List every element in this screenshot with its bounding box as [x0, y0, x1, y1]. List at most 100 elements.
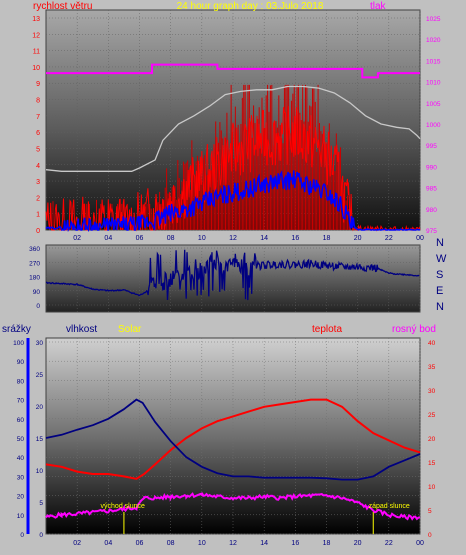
p1-left-tick-label: 10	[32, 65, 40, 72]
wind-speed-label: rychlost větru	[33, 1, 92, 12]
p3-temperature-tick-label: 15	[428, 460, 436, 467]
p1-left-tick-label: 2	[36, 195, 40, 202]
p2-compass-label: E	[436, 285, 443, 297]
p1-right-tick-label: 1005	[426, 101, 441, 108]
p3-humidity-tick-label: 0	[39, 532, 43, 539]
p3-precip-tick-label: 50	[17, 436, 25, 443]
p3-precip-tick-label: 90	[17, 359, 25, 366]
p1-time-tick-label: 10	[198, 235, 206, 242]
p3-precip-tick-label: 10	[17, 513, 25, 520]
p1-time-tick-label: 02	[73, 235, 81, 242]
p3-temperature-tick-label: 30	[428, 388, 436, 395]
p1-right-tick-label: 990	[426, 164, 437, 171]
p3-humidity-tick-label: 20	[36, 404, 44, 411]
p1-left-tick-label: 7	[36, 114, 40, 121]
p1-time-tick-label: 12	[229, 235, 237, 242]
temperature-label: teplota	[312, 324, 342, 335]
pressure-label: tlak	[370, 1, 387, 12]
p3-humidity-tick-label: 15	[36, 436, 44, 443]
p1-left-tick-label: 12	[32, 32, 40, 39]
sun-event-label: východ slunce	[101, 503, 145, 510]
pressure-line	[46, 63, 420, 79]
p3-time-tick-label: 04	[104, 540, 112, 547]
p1-time-tick-label: 04	[104, 235, 112, 242]
p3-humidity-tick-label: 10	[36, 468, 44, 475]
p3-precip-tick-label: 60	[17, 417, 25, 424]
p3-temperature-tick-label: 0	[428, 532, 432, 539]
p1-left-tick-label: 11	[33, 49, 40, 56]
p2-compass-label: N	[436, 301, 444, 313]
wind-average-line	[45, 170, 421, 233]
p1-right-tick-label: 980	[426, 207, 437, 214]
solar-label: Solar	[118, 324, 142, 335]
p3-time-tick-label: 22	[385, 540, 393, 547]
p3-precip-tick-label: 30	[17, 474, 25, 481]
p2-left-tick-label: 0	[36, 303, 40, 310]
p3-temperature-tick-label: 20	[428, 436, 436, 443]
p1-left-tick-label: 9	[36, 81, 40, 88]
p1-right-tick-label: 1025	[426, 16, 441, 23]
p1-left-tick-label: 1	[36, 212, 40, 219]
p3-time-tick-label: 08	[167, 540, 175, 547]
p1-right-tick-label: 975	[426, 228, 437, 235]
p2-left-tick-label: 90	[33, 289, 41, 296]
p1-right-tick-label: 1015	[426, 58, 441, 65]
p2-compass-label: S	[436, 269, 443, 281]
p3-time-tick-label: 06	[136, 540, 144, 547]
p1-left-tick-label: 5	[36, 146, 40, 153]
p3-time-tick-label: 18	[323, 540, 331, 547]
wind-direction-line	[45, 249, 420, 301]
p1-right-tick-label: 985	[426, 186, 437, 193]
p3-temperature-tick-label: 25	[428, 412, 436, 419]
p3-temperature-tick-label: 5	[428, 508, 432, 515]
p3-precip-tick-label: 0	[20, 532, 24, 539]
p1-right-tick-label: 995	[426, 143, 437, 150]
panel1-axis-labels: 0123456789101112139759809859909951000100…	[32, 16, 441, 242]
p2-compass-label: W	[436, 253, 447, 265]
p3-time-tick-label: 16	[291, 540, 299, 547]
p1-time-tick-label: 08	[167, 235, 175, 242]
p1-left-tick-label: 13	[32, 16, 40, 23]
p1-left-tick-label: 0	[36, 228, 40, 235]
p3-temperature-tick-label: 35	[428, 364, 436, 371]
p1-left-tick-label: 6	[36, 130, 40, 137]
panel3-marks	[45, 398, 421, 534]
p3-humidity-tick-label: 30	[36, 340, 44, 347]
p3-humidity-tick-label: 5	[39, 500, 43, 507]
p1-time-tick-label: 16	[291, 235, 299, 242]
p3-time-tick-label: 14	[260, 540, 268, 547]
p3-precip-tick-label: 20	[17, 494, 25, 501]
p1-time-tick-label: 18	[323, 235, 331, 242]
p3-time-tick-label: 12	[229, 540, 237, 547]
p1-time-tick-label: 06	[136, 235, 144, 242]
dewpoint-line	[45, 492, 421, 521]
p1-time-tick-label: 14	[260, 235, 268, 242]
temperature-humidity-panel: 0102030405060708090100051015202530051015…	[2, 324, 436, 547]
panel2-marks	[45, 249, 420, 301]
p1-right-tick-label: 1010	[426, 80, 441, 87]
wind-pressure-panel: 0123456789101112139759809859909951000100…	[32, 1, 441, 242]
p1-time-tick-label: 22	[385, 235, 393, 242]
p1-right-tick-label: 1000	[426, 122, 441, 129]
p1-left-tick-label: 8	[36, 98, 40, 105]
sun-event-label: západ slunce	[369, 503, 410, 510]
humidity-line	[45, 398, 421, 481]
dewpoint-label: rosný bod	[392, 324, 436, 335]
p1-left-tick-label: 3	[36, 179, 40, 186]
p3-precip-tick-label: 70	[17, 398, 25, 405]
grey-series-line	[45, 85, 421, 172]
humidity-label: vlhkost	[66, 324, 97, 335]
p1-left-tick-label: 4	[36, 163, 40, 170]
p3-precip-tick-label: 80	[17, 378, 25, 385]
panel1-marks	[45, 63, 421, 233]
p3-time-tick-label: 20	[354, 540, 362, 547]
p2-left-tick-label: 270	[29, 260, 40, 267]
p1-time-tick-label: 20	[354, 235, 362, 242]
chart-title: 24 hour graph day : 03.Julo 2018	[177, 1, 324, 12]
p3-precip-tick-label: 40	[17, 455, 25, 462]
p3-humidity-tick-label: 25	[36, 372, 44, 379]
p2-compass-label: N	[436, 237, 444, 249]
